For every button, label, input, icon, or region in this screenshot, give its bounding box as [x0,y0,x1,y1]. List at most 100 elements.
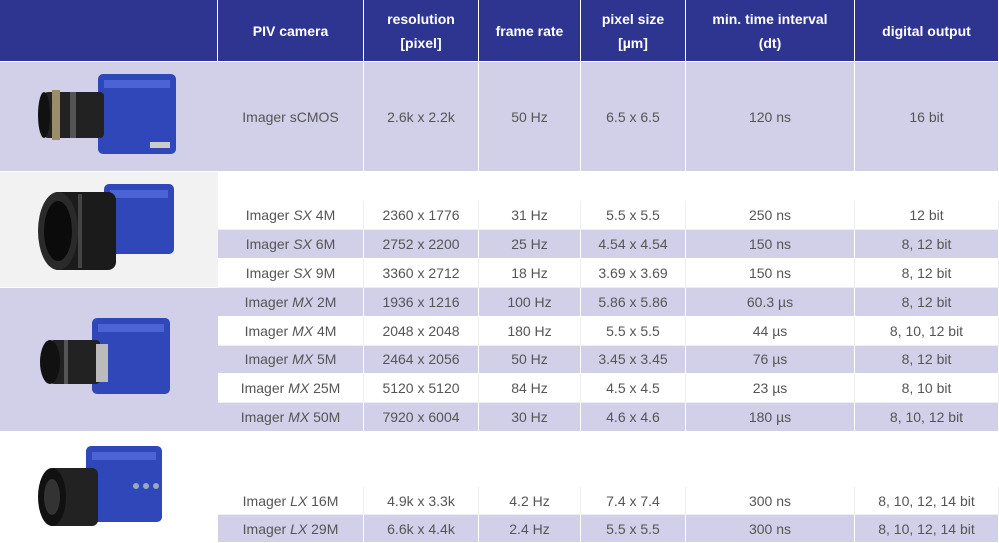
camera-name-brand: Imager [242,492,287,509]
pixel-size-cell: 5.86 x 5.86 [581,288,686,317]
resolution-cell: 5120 x 5120 [364,374,479,404]
header-cell: resolution [pixel] [364,0,479,62]
camera-name-series: SX [293,265,312,281]
header-text: digital output [882,22,971,39]
camera-image [0,432,218,543]
camera-image [0,288,218,432]
camera-name-sensor: 16M [311,492,339,509]
frame-rate-cell: 18 Hz [479,259,581,288]
camera-cell: Imager SX 6M [218,230,364,259]
header-text: frame rate [495,22,564,39]
frame-rate-cell: 50 Hz [479,345,581,375]
output-cell: 16 bit [855,62,999,172]
header-text: [pixel] [400,34,442,51]
camera-illustration [38,446,162,526]
interval-cell: 44 µs [686,316,855,346]
camera-cell: Imager MX 25M [218,374,364,404]
output-cell: 8, 12 bit [855,230,999,259]
frame-rate-cell: 30 Hz [479,403,581,432]
resolution-cell: 2464 x 2056 [364,345,479,375]
output-cell: 8, 10, 12, 14 bit [855,487,999,515]
resolution-cell: 2360 x 1776 [364,201,479,230]
camera-cell: Imager LX 16M [218,487,364,515]
interval-cell: 300 ns [686,487,855,515]
header-cell: frame rate [479,0,581,62]
frame-rate-cell: 100 Hz [479,288,581,317]
output-cell: 8, 12 bit [855,345,999,375]
pixel-size-cell: 5.5 x 5.5 [581,316,686,346]
camera-name-sensor: 25M [313,380,341,397]
pixel-size-cell: 3.45 x 3.45 [581,345,686,375]
frame-rate-cell: 84 Hz [479,374,581,404]
camera-name-series: MX [292,351,314,368]
header-cell: min. time interval (dt) [686,0,855,62]
camera-name-series: MX [288,380,310,397]
camera-name-brand: Imager [245,207,290,223]
interval-cell: 60.3 µs [686,288,855,317]
pixel-size-cell: 3.69 x 3.69 [581,259,686,288]
pixel-size-cell: 7.4 x 7.4 [581,487,686,515]
pixel-size-cell: 6.5 x 6.5 [581,62,686,172]
pixel-size-cell: 4.6 x 4.6 [581,403,686,432]
camera-name-brand: Imager [240,380,285,397]
camera-cell: Imager MX 5M [218,345,364,375]
camera-name-series: SX [293,207,312,223]
camera-name-sensor: 50M [313,409,341,426]
camera-name-sensor: 2M [316,293,337,310]
resolution-cell: 7920 x 6004 [364,403,479,432]
camera-name-brand: Imager [240,409,285,426]
header-text: [µm] [618,34,648,51]
resolution-cell: 6.6k x 4.4k [364,515,479,543]
camera-name-sensor: 6M [315,236,336,252]
output-cell: 8, 12 bit [855,288,999,317]
pixel-size-cell: 5.5 x 5.5 [581,515,686,543]
header-text: (dt) [758,34,782,51]
header-text: resolution [387,10,455,27]
resolution-cell: 4.9k x 3.3k [364,487,479,515]
camera-cell: Imager sCMOS [218,62,364,172]
camera-name-brand: Imager [242,520,287,537]
interval-cell: 76 µs [686,345,855,375]
camera-name-sensor: 29M [311,520,339,537]
camera-name-brand: Imager [244,351,289,368]
camera-name-series: MX [292,322,314,339]
header-text: min. time interval [712,10,828,27]
camera-cell: Imager MX 2M [218,288,364,317]
camera-illustration [38,74,176,154]
camera-name-brand: Imager [242,108,286,125]
interval-cell: 120 ns [686,62,855,172]
camera-name-series: MX [292,293,314,310]
camera-name-series: SX [293,236,312,252]
frame-rate-cell: 2.4 Hz [479,515,581,543]
interval-cell: 300 ns [686,515,855,543]
pixel-size-cell: 5.5 x 5.5 [581,201,686,230]
camera-name-series: MX [288,409,310,426]
interval-cell: 180 µs [686,403,855,432]
output-cell: 8, 10, 12, 14 bit [855,515,999,543]
camera-illustration [38,184,174,270]
output-cell: 8, 10, 12 bit [855,316,999,346]
camera-name-sensor: 9M [315,265,336,281]
header-cell: pixel size [µm] [581,0,686,62]
frame-rate-cell: 180 Hz [479,316,581,346]
output-cell: 8, 10 bit [855,374,999,404]
camera-image [0,172,218,288]
output-cell: 12 bit [855,201,999,230]
interval-cell: 150 ns [686,259,855,288]
camera-name-brand: Imager [244,293,289,310]
header-text: PIV camera [252,22,329,39]
camera-name-series: LX [290,492,308,509]
interval-cell: 250 ns [686,201,855,230]
camera-cell: Imager MX 4M [218,316,364,346]
frame-rate-cell: 4.2 Hz [479,487,581,515]
camera-cell: Imager LX 29M [218,515,364,543]
camera-name-sensor: 4M [316,322,337,339]
camera-name-series: LX [290,520,308,537]
frame-rate-cell: 31 Hz [479,201,581,230]
header-cell: digital output [855,0,999,62]
output-cell: 8, 12 bit [855,259,999,288]
camera-name-brand: Imager [245,265,290,281]
output-cell: 8, 10, 12 bit [855,403,999,432]
frame-rate-cell: 50 Hz [479,62,581,172]
